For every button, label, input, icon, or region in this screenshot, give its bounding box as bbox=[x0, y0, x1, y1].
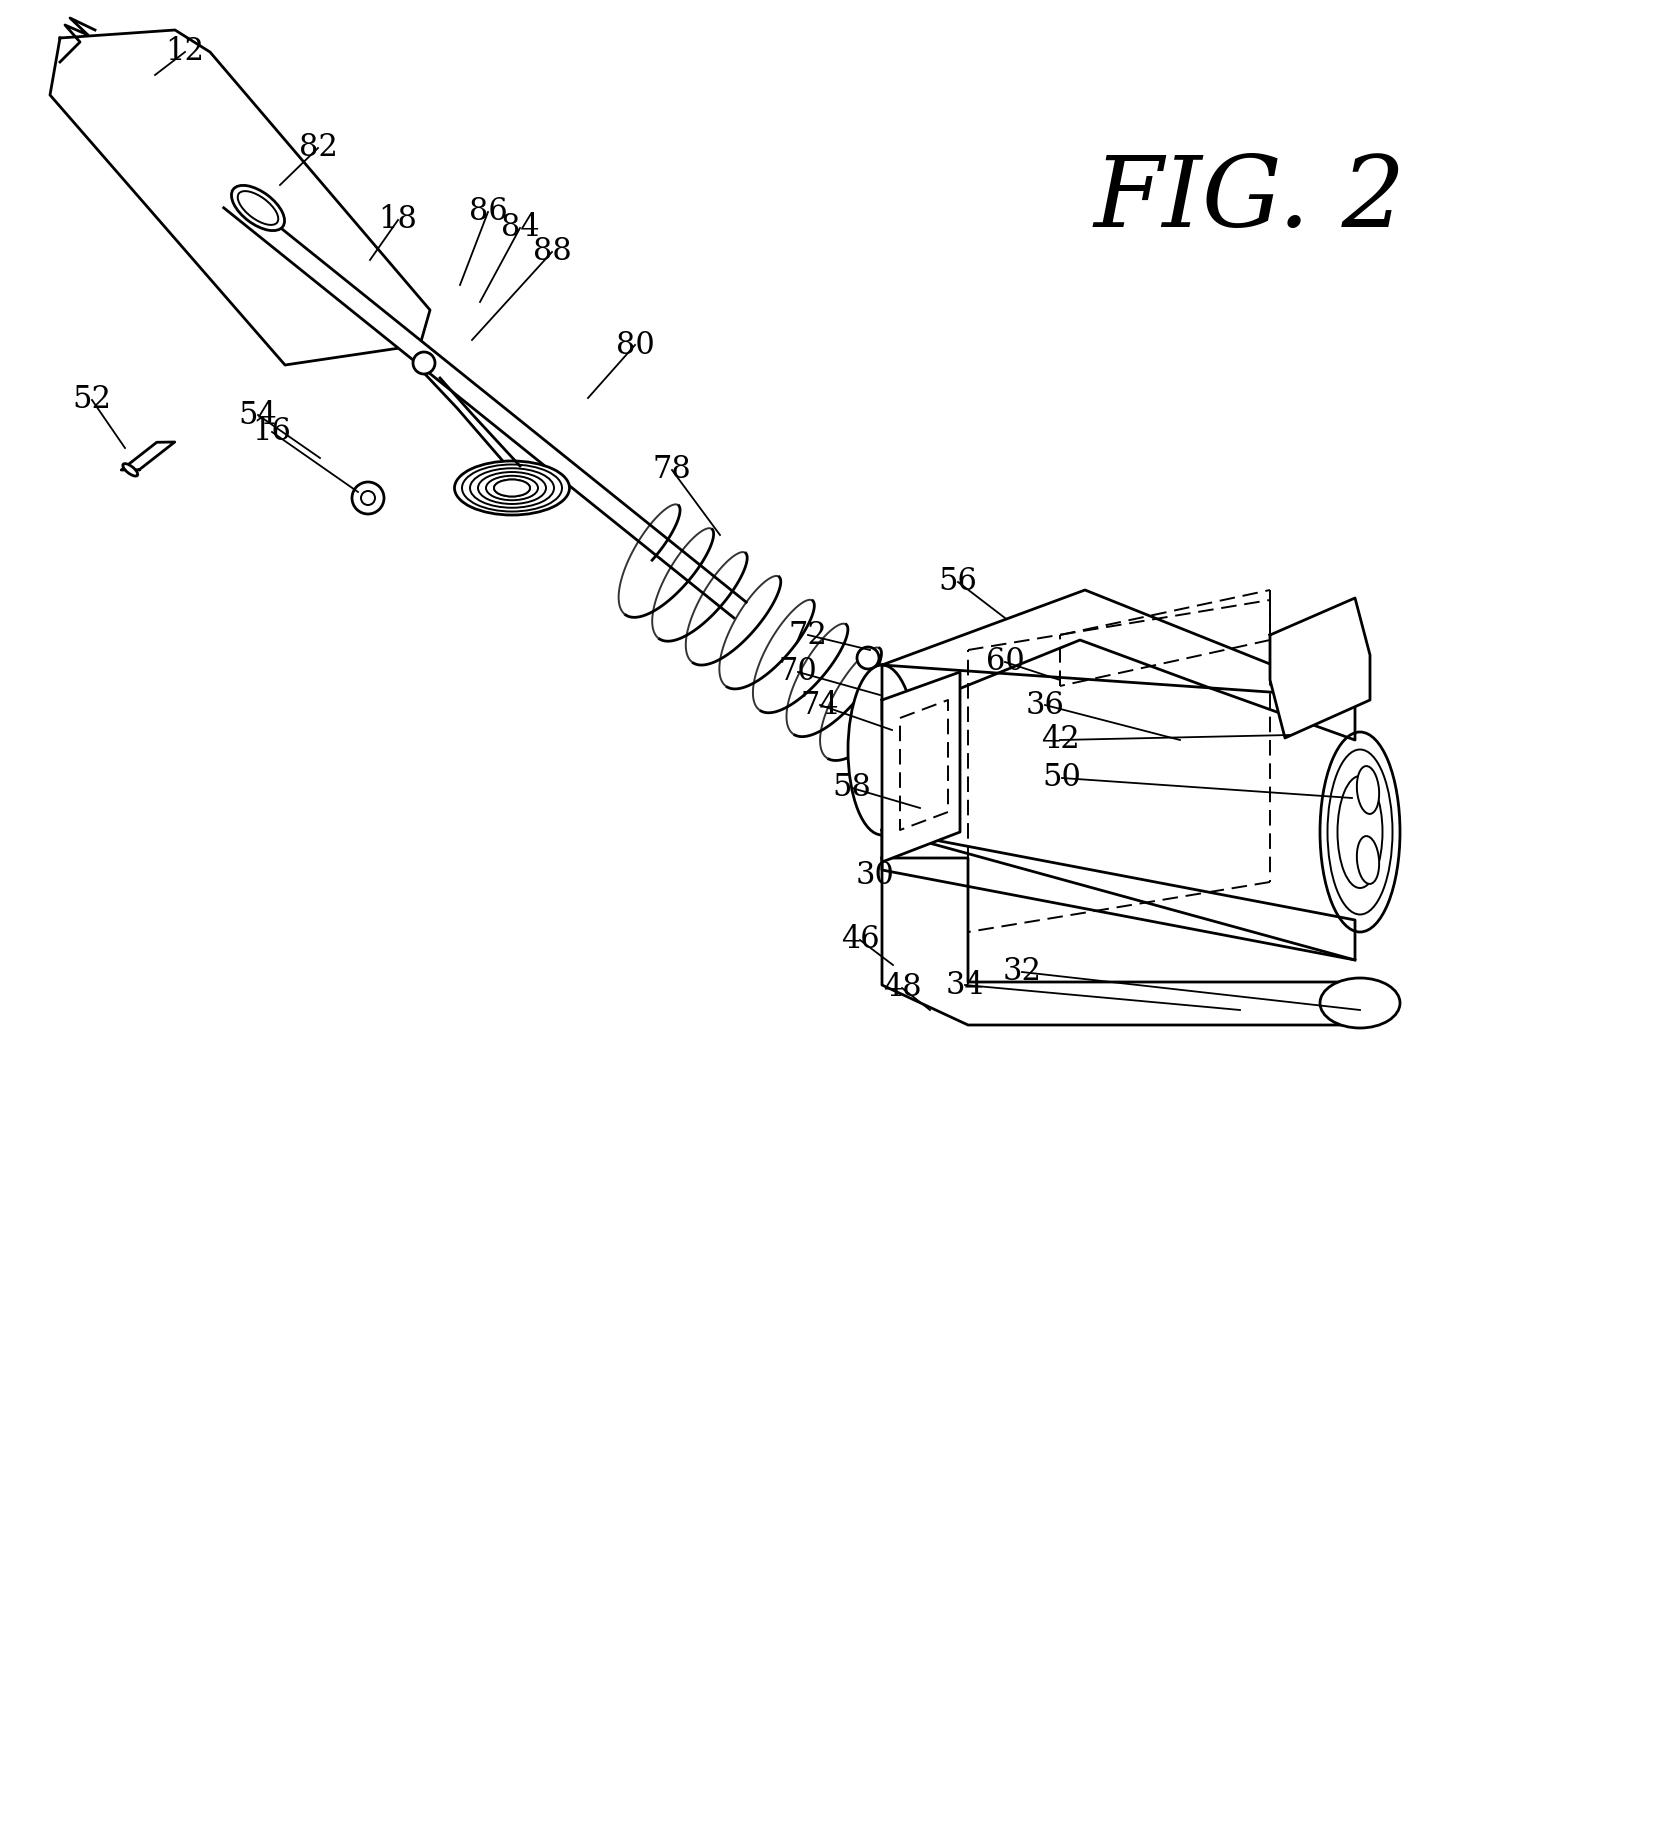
Ellipse shape bbox=[232, 186, 284, 231]
Text: FIG. 2: FIG. 2 bbox=[1094, 153, 1406, 248]
Ellipse shape bbox=[124, 463, 137, 476]
Text: 46: 46 bbox=[840, 924, 880, 955]
Text: 30: 30 bbox=[855, 860, 895, 891]
Ellipse shape bbox=[1338, 776, 1383, 887]
Text: 36: 36 bbox=[1025, 689, 1064, 720]
Text: 70: 70 bbox=[778, 656, 817, 687]
Text: 56: 56 bbox=[939, 567, 977, 598]
Ellipse shape bbox=[361, 490, 376, 505]
Text: 42: 42 bbox=[1040, 725, 1079, 756]
Text: 34: 34 bbox=[945, 969, 984, 1000]
Text: 78: 78 bbox=[653, 454, 691, 485]
Ellipse shape bbox=[1319, 732, 1399, 933]
Text: 18: 18 bbox=[379, 204, 418, 235]
Text: 12: 12 bbox=[165, 36, 204, 67]
Ellipse shape bbox=[1328, 749, 1393, 915]
Text: 74: 74 bbox=[800, 689, 840, 720]
Ellipse shape bbox=[848, 665, 917, 834]
Text: 48: 48 bbox=[883, 973, 922, 1004]
Ellipse shape bbox=[454, 461, 569, 516]
Text: 58: 58 bbox=[833, 773, 872, 804]
Ellipse shape bbox=[352, 483, 384, 514]
Text: 16: 16 bbox=[252, 417, 292, 448]
Text: 52: 52 bbox=[72, 384, 112, 415]
Ellipse shape bbox=[1356, 765, 1379, 814]
Text: 86: 86 bbox=[469, 197, 508, 228]
Polygon shape bbox=[882, 858, 1363, 1026]
Polygon shape bbox=[1269, 598, 1369, 738]
Polygon shape bbox=[224, 191, 746, 618]
Polygon shape bbox=[882, 590, 1354, 740]
Polygon shape bbox=[882, 831, 1354, 960]
Circle shape bbox=[857, 647, 878, 669]
Polygon shape bbox=[122, 443, 175, 470]
Text: 50: 50 bbox=[1042, 762, 1082, 794]
Text: 84: 84 bbox=[501, 213, 539, 244]
Text: 82: 82 bbox=[299, 133, 337, 164]
Text: 32: 32 bbox=[1002, 957, 1042, 988]
Ellipse shape bbox=[1319, 978, 1399, 1028]
Polygon shape bbox=[50, 29, 429, 364]
Text: 72: 72 bbox=[788, 619, 827, 650]
Text: 88: 88 bbox=[533, 237, 571, 268]
Text: 54: 54 bbox=[239, 399, 277, 430]
Circle shape bbox=[412, 352, 434, 374]
Ellipse shape bbox=[494, 479, 529, 497]
Polygon shape bbox=[882, 672, 960, 862]
Ellipse shape bbox=[237, 191, 279, 224]
Text: 80: 80 bbox=[616, 330, 655, 361]
Ellipse shape bbox=[1356, 836, 1379, 884]
Text: 60: 60 bbox=[985, 647, 1024, 678]
